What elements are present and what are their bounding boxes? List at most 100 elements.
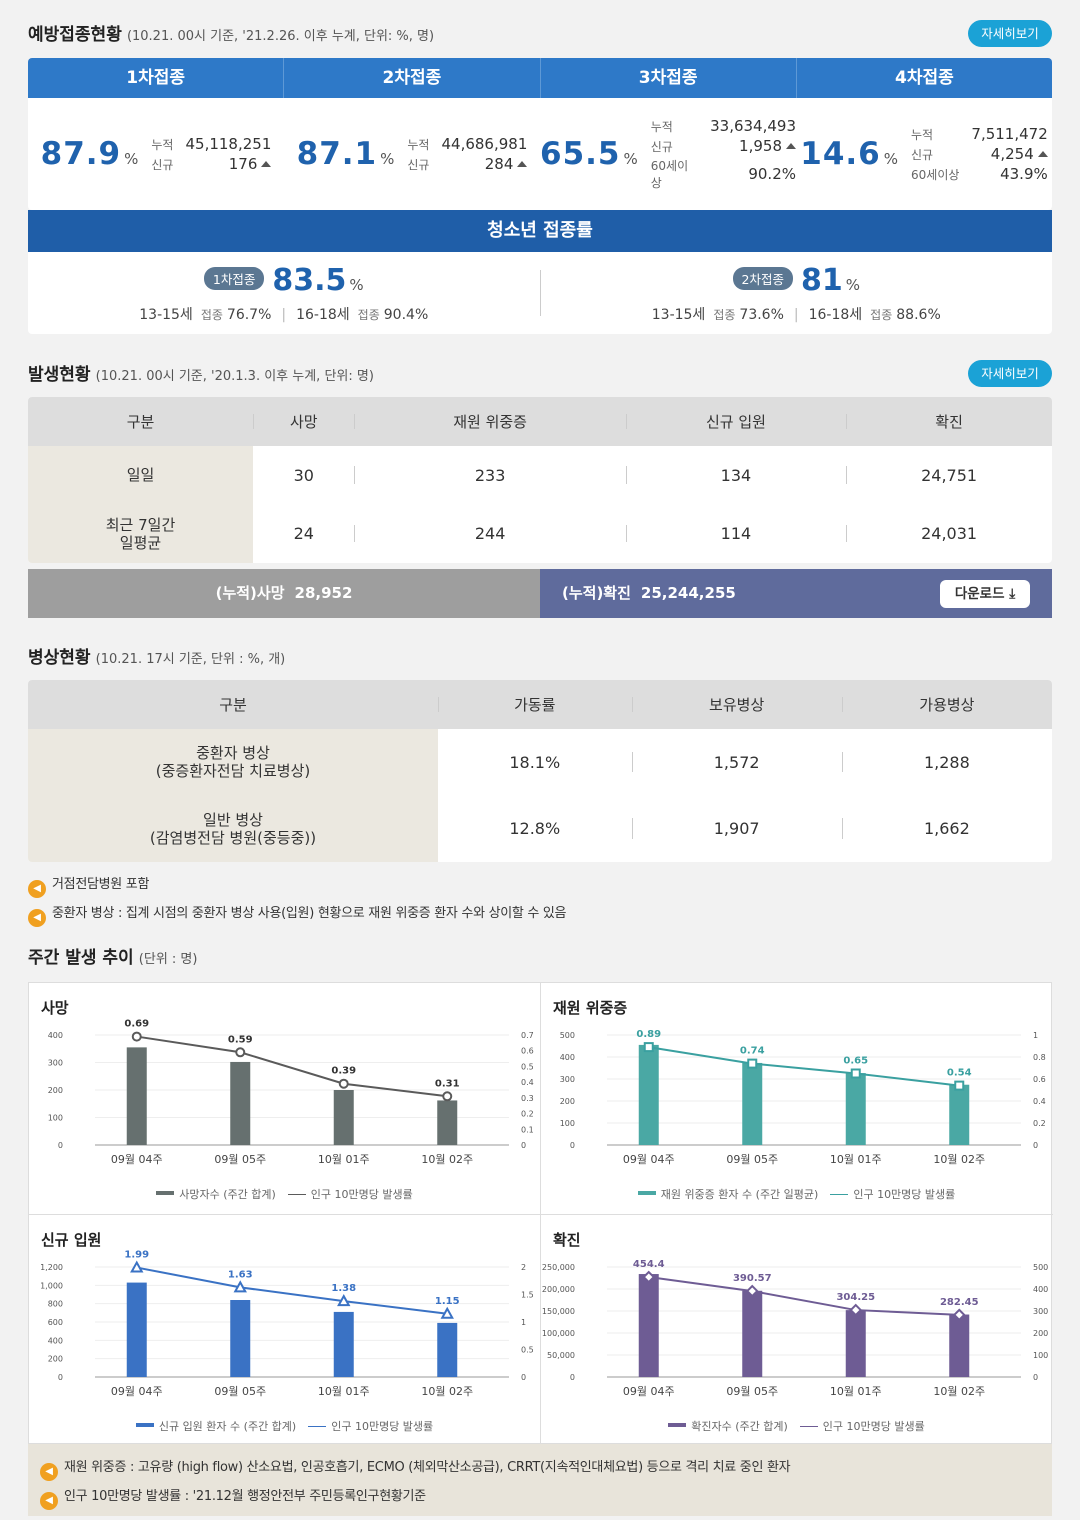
y-tick-label: 150,000 (542, 1307, 575, 1316)
y-tick-label: 0 (58, 1373, 63, 1382)
chart-svg: 0 100 200 300 400 0 0.1 0.2 0.3 0.4 0.5 0.6 0.7 09월 0… (48, 1019, 534, 1166)
dose-4-rate: 14.6% (800, 136, 900, 172)
y2-tick-label: 500 (1033, 1263, 1048, 1272)
chart-title: 재원 위중증 (553, 999, 628, 1017)
y-tick-label: 200 (48, 1355, 63, 1364)
row-label: 일일 (28, 446, 253, 504)
rate-point (338, 1078, 349, 1089)
download-button[interactable]: 다운로드 ⤓ (940, 580, 1030, 608)
legend-line-swatch (830, 1194, 849, 1195)
new-value: 284 (441, 155, 528, 173)
legend-bar-label: 확진자수 (주간 합계) (691, 1420, 788, 1433)
legend-bar-label: 사망자수 (주간 합계) (179, 1188, 276, 1201)
y-tick-label: 50,000 (547, 1351, 575, 1360)
bar (437, 1322, 458, 1377)
legend-line-swatch (799, 1426, 818, 1427)
legend-line-label: 인구 10만명당 발생률 (853, 1188, 956, 1201)
x-tick-label: 10월 01주 (830, 1153, 882, 1166)
chart-svg: 0 50,000 100,000 150,000 200,000 250,000 0 100 2… (542, 1259, 1048, 1398)
bar (126, 1282, 147, 1377)
y2-tick-label: 0.6 (1033, 1075, 1046, 1084)
y-tick-label: 0 (58, 1141, 63, 1150)
bar (742, 1062, 763, 1145)
cum-confirmed: (누적)확진 25,244,255 다운로드 ⤓ (540, 569, 1052, 618)
legend-line-label: 인구 10만명당 발생률 (310, 1188, 413, 1201)
dose-3-rate: 65.5% (540, 136, 639, 172)
y2-tick-label: 0 (521, 1373, 526, 1382)
data-label: 1.15 (435, 1296, 460, 1307)
occurrence-more-button[interactable]: 자세히보기 (968, 360, 1052, 387)
weekly-title: 주간 발생 추이 (28, 948, 134, 968)
x-tick-label: 09월 05주 (214, 1385, 266, 1398)
x-tick-label: 09월 05주 (214, 1153, 266, 1166)
rate-point (440, 1306, 454, 1319)
row-label: 최근 7일간 일평균 (28, 504, 253, 563)
table-cell: 24 (293, 524, 314, 543)
dose-3-cell: 65.5% 누적 33,634,493 신규 1,958 60세이상 90.2% (540, 117, 796, 191)
y2-tick-label: 0.4 (1033, 1097, 1046, 1106)
row-label: 중환자 병상 (중증환자전담 치료병상) (28, 729, 438, 795)
y-tick-label: 400 (560, 1053, 575, 1062)
dose-2-header: 2차접종 (284, 58, 541, 98)
bar (949, 1314, 970, 1377)
legend-bar-swatch (156, 1191, 175, 1195)
legend-bar-swatch (135, 1423, 154, 1427)
y2-tick-label: 1 (521, 1318, 526, 1327)
y2-tick-label: 0.2 (1033, 1119, 1046, 1128)
y-tick-label: 100 (48, 1114, 63, 1123)
row-label: 일반 병상 (감염병전담 병원(중등중)) (28, 795, 438, 862)
occurrence-subtitle: (10.21. 00시 기준, '20.1.3. 이후 누계, 단위: 명) (95, 369, 374, 384)
speaker-icon: ◀ (40, 1492, 58, 1510)
col-header: 가용병상 (841, 680, 1052, 729)
x-tick-label: 10월 01주 (318, 1385, 370, 1398)
rate-point (130, 1260, 144, 1273)
table-cell: 244 (354, 504, 625, 563)
data-label: 0.31 (435, 1078, 460, 1089)
teen-dose-1: 1차접종 83.5% 13-15세 접종 76.7% | 16-18세 접종 90.4% (28, 252, 540, 334)
x-tick-label: 10월 02주 (933, 1385, 985, 1398)
occurrence-table: 구분 사망 재원 위중증 신규 입원 확진 일일 30 233 134 24,7… (28, 397, 1052, 563)
data-label: 282.45 (940, 1297, 979, 1308)
table-cell: 1,288 (841, 729, 1052, 795)
table-cell: 24,031 (846, 504, 1052, 563)
bar (845, 1310, 866, 1377)
chart-legend: 재원 위중증 환자 수 (주간 일평균) 인구 10만명당 발생률 (541, 1186, 1052, 1202)
vaccination-card: 1차접종 2차접종 3차접종 4차접종 87.9% 누적 45,118,251 신… (28, 58, 1052, 210)
data-label: 390.57 (733, 1273, 772, 1284)
rate-point (954, 1080, 965, 1091)
y2-tick-label: 0.4 (521, 1078, 534, 1087)
y-tick-label: 0 (570, 1141, 575, 1150)
legend-bar-label: 재원 위중증 환자 수 (주간 일평균) (660, 1188, 819, 1201)
bar (230, 1061, 251, 1145)
table-cell: 12.8% (509, 819, 561, 838)
table-cell: 1,662 (841, 795, 1052, 862)
data-label: 0.89 (636, 1029, 661, 1040)
y2-tick-label: 100 (1033, 1351, 1048, 1360)
vaccination-more-button[interactable]: 자세히보기 (968, 20, 1052, 47)
chart-deaths: 사망 0 100 200 300 400 0 0.1 0.2 0.3 0.4 0.5 0.6 0.7 09… (29, 983, 540, 1214)
table-cell: 134 (625, 446, 846, 504)
weekly-title-bar: 주간 발생 추이 (단위 : 명) (28, 943, 197, 968)
legend-bar-label: 신규 입원 환자 수 (주간 합계) (158, 1420, 297, 1433)
table-cell: 30 (293, 465, 314, 485)
y-tick-label: 100,000 (542, 1329, 575, 1338)
legend-line-swatch (308, 1426, 327, 1427)
up-arrow-icon (786, 143, 796, 149)
beds-note-2: ◀ 중환자 병상 : 집계 시점의 중환자 병상 사용(입원) 현황으로 재원 위… (28, 902, 567, 927)
y-tick-label: 300 (560, 1075, 575, 1084)
data-label: 1.63 (228, 1269, 253, 1280)
new-label: 신규 (650, 139, 673, 154)
teen-title: 청소년 접종률 (28, 210, 1052, 252)
vaccination-header: 1차접종 2차접종 3차접종 4차접종 (28, 58, 1052, 98)
cum-value: 33,634,493 (710, 117, 796, 135)
y2-tick-label: 0.7 (521, 1031, 534, 1040)
beds-subtitle: (10.21. 17시 기준, 단위 : %, 개) (95, 652, 286, 667)
x-tick-label: 09월 05주 (726, 1153, 778, 1166)
dose-2-rate: 87.1% (296, 136, 396, 172)
legend-line-swatch (287, 1194, 306, 1195)
new-label: 신규 (151, 157, 174, 172)
y2-tick-label: 0 (1033, 1141, 1038, 1150)
col-header: 구분 (28, 397, 253, 446)
table-header: 구분 가동률 보유병상 가용병상 (28, 680, 1052, 729)
y-tick-label: 1,000 (40, 1281, 63, 1290)
